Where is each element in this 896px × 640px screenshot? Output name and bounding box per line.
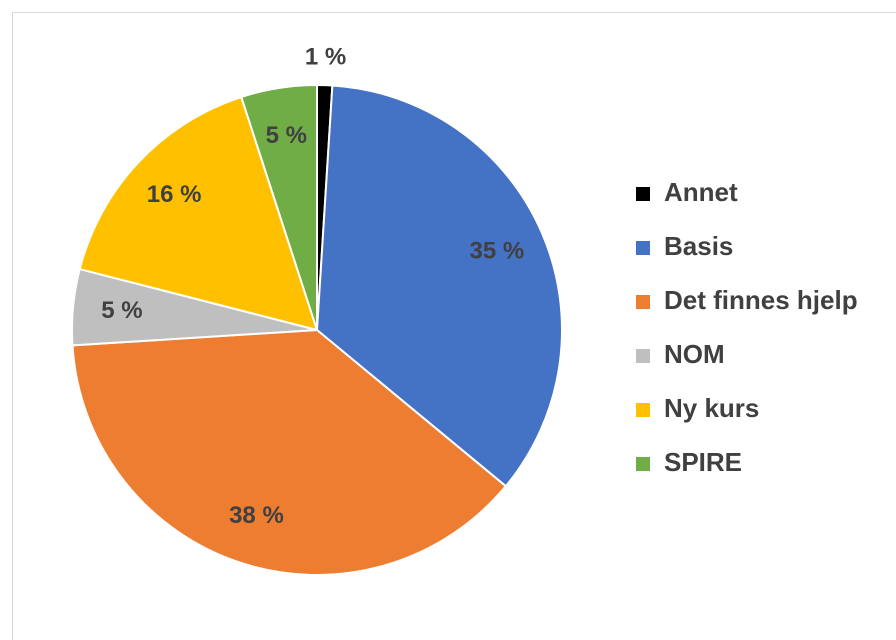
legend-swatch (636, 295, 650, 309)
data-label: 5 % (266, 122, 307, 149)
legend-label: SPIRE (664, 447, 742, 477)
legend-label: NOM (664, 339, 725, 369)
pie-slice (240, 83, 318, 331)
data-label: 35 % (470, 238, 525, 265)
legend-swatch (636, 241, 650, 255)
legend-label: Det finnes hjelp (664, 285, 858, 315)
legend-label: Ny kurs (664, 393, 759, 423)
legend-label: Annet (664, 177, 738, 207)
legend-label: Basis (664, 231, 733, 261)
legend-swatch (636, 187, 650, 201)
legend-swatch (636, 457, 650, 471)
legend-swatch (636, 403, 650, 417)
data-label: 1 % (305, 44, 346, 71)
pie-slice (315, 84, 563, 488)
data-label: 16 % (147, 181, 202, 208)
data-label: 5 % (101, 297, 142, 324)
data-label: 38 % (229, 502, 284, 529)
pie-slice (71, 328, 508, 576)
legend-swatch (636, 349, 650, 363)
pie-slice (78, 95, 319, 332)
